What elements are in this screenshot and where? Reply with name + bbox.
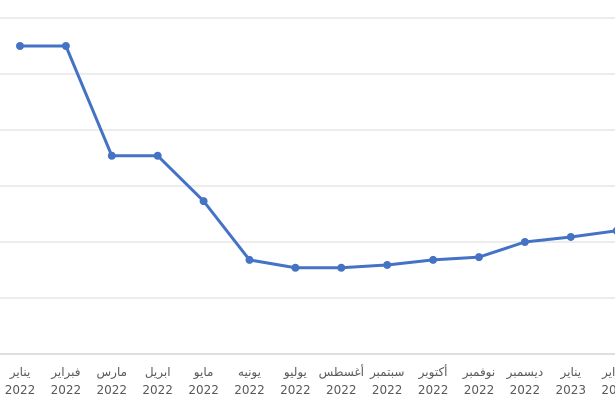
x-tick-label: نوفمبر 2022 <box>462 365 496 397</box>
x-tick-label: ديسمبر 2022 <box>506 365 544 397</box>
point <box>475 253 483 262</box>
point <box>199 197 208 206</box>
x-tick-label: مارس 2022 <box>96 365 128 397</box>
point <box>153 151 162 160</box>
x-tick-label: يوليو 2022 <box>280 365 311 397</box>
point <box>61 42 70 50</box>
x-tick-label: سبتمبر 2022 <box>369 365 405 397</box>
x-tick-label: يناير 2023 <box>555 365 587 397</box>
x-tick-label: فبراير 2023 <box>601 365 615 397</box>
x-tick-label: ابريل 2022 <box>142 365 173 397</box>
x-tick-label: يونيه 2022 <box>234 365 265 397</box>
x-tick-label: فبراير 2022 <box>50 365 82 397</box>
point <box>291 263 300 272</box>
point <box>566 232 575 241</box>
point <box>429 255 438 264</box>
point <box>16 42 24 50</box>
point <box>107 151 116 160</box>
point <box>612 227 615 235</box>
line <box>20 44 615 270</box>
point <box>383 260 392 269</box>
point <box>245 255 254 264</box>
x-tick-label: أكتوبر 2022 <box>417 365 449 397</box>
point <box>337 263 346 272</box>
x-tick-label: يناير 2022 <box>4 365 36 397</box>
x-tick-label: مايو 2022 <box>188 365 219 397</box>
point <box>520 238 529 246</box>
x-tick-label: أغسطس 2022 <box>318 365 365 397</box>
